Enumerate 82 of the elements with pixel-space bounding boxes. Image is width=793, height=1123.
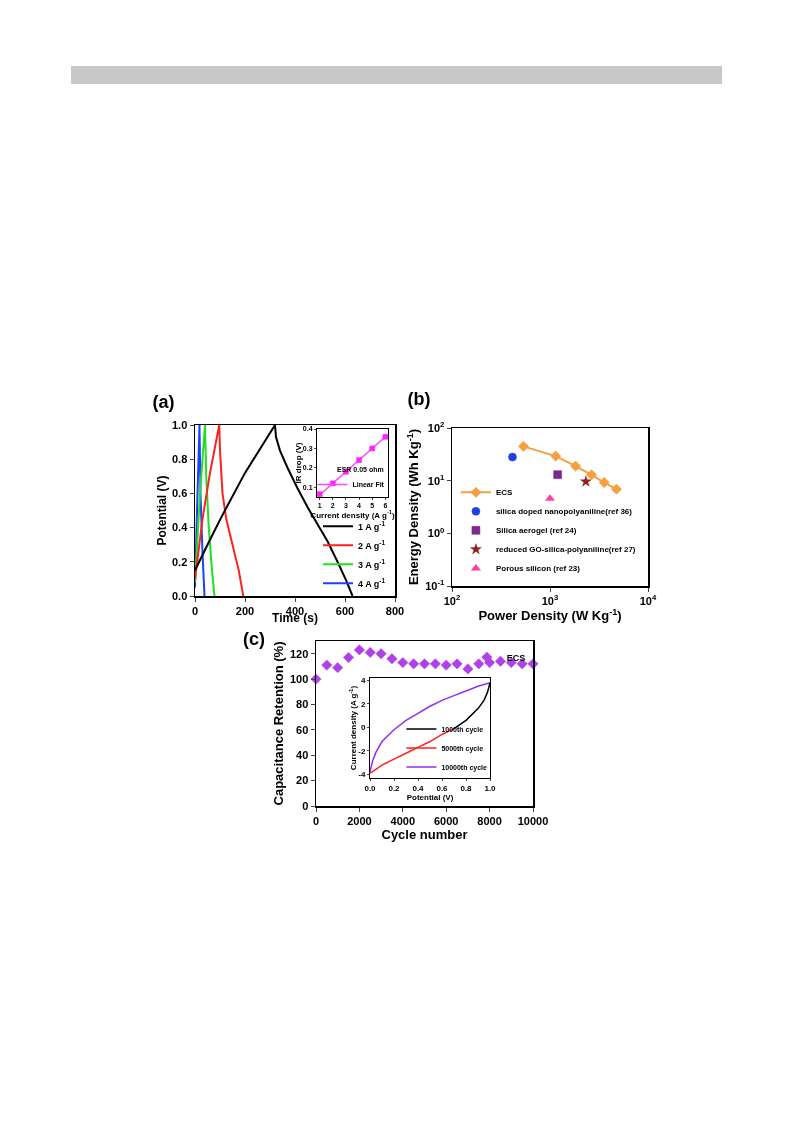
y-axis-title: Potential (V) [154, 475, 169, 546]
x-tick-label: 0.2 [388, 783, 401, 793]
point [343, 652, 354, 663]
y-tick-label: 60 [296, 723, 309, 736]
legend-label: 4 A g$^{-1}$ [358, 576, 386, 589]
chart-title: (c) [243, 628, 266, 649]
x-tick-label: 10$^{3}$ [541, 593, 559, 607]
legend-label: silica doped nanopolyaniline(ref 36) [495, 507, 633, 517]
y-tick-label: 0.6 [172, 487, 188, 500]
x-tick-label: 800 [385, 604, 405, 617]
y-tick-label: 40 [296, 749, 309, 762]
x-tick-label: 2000 [347, 814, 372, 827]
chart-title: (b) [407, 388, 431, 409]
y-tick-label: 4 [360, 676, 366, 686]
x-tick-label: 0 [191, 604, 199, 617]
legend-label: ECS [506, 652, 526, 663]
x-tick-label: 8000 [477, 814, 502, 827]
point [356, 457, 362, 463]
point [316, 491, 323, 497]
x-axis-title: Potential (V) [406, 792, 454, 802]
y-tick-label: 80 [296, 698, 309, 711]
point [495, 655, 506, 667]
y-tick-label: 20 [296, 774, 309, 787]
x-tick-label: 4000 [390, 814, 416, 827]
legend-label: reduced GO-silica-polyaniline(ref 27) [495, 545, 636, 555]
point [408, 658, 420, 670]
y-tick-label: 10$^{1}$ [427, 472, 446, 487]
y-tick-label: 10$^{0}$ [427, 525, 445, 540]
x-tick-label: 6000 [433, 814, 459, 827]
y-axis-title: Capacitance Retention (%) [271, 641, 287, 806]
y-tick-label: 2 [360, 699, 366, 709]
point [429, 658, 441, 670]
point [353, 644, 365, 656]
y-tick-label: -2 [358, 746, 366, 756]
x-axis-title: Cycle number [381, 826, 468, 842]
y-tick-label: 120 [289, 647, 309, 660]
legend-label: ECS [495, 488, 514, 498]
point [382, 434, 389, 440]
point [451, 658, 463, 670]
point [484, 657, 496, 669]
y-tick-label: 0 [360, 723, 366, 733]
point [375, 648, 387, 660]
line-series [195, 425, 206, 596]
point [310, 673, 322, 685]
point [321, 659, 333, 671]
y-tick-label: 100 [289, 672, 309, 685]
legend-label: Silica aerogel (ref 24) [495, 526, 577, 536]
point [440, 659, 452, 671]
x-tick-label: 0.4 [412, 783, 425, 793]
x-tick-label: 10$^{4}$ [639, 593, 657, 607]
chart-title: (a) [152, 391, 175, 412]
line-series [195, 425, 245, 596]
x-axis-title: Power Density (W Kg$^{-1}$) [478, 606, 622, 624]
point [364, 646, 376, 658]
x-tick-label: 200 [235, 604, 255, 617]
y-tick-label: 0.2 [172, 555, 188, 568]
x-tick-label: 10$^{2}$ [443, 593, 461, 607]
legend-label: Porous silicon (ref 23) [495, 564, 581, 574]
point [397, 657, 409, 669]
y-tick-label: 1.0 [172, 418, 188, 431]
point [462, 663, 474, 675]
legend-label: 1 A g$^{-1}$ [358, 519, 386, 532]
legend-label: 2 A g$^{-1}$ [358, 538, 386, 551]
point [386, 653, 398, 665]
point [369, 445, 375, 452]
y-tick-label: 10$^{2}$ [427, 420, 445, 434]
y-axis-title: IR drop (V) [293, 442, 303, 484]
legend-label: 3 A g$^{-1}$ [358, 557, 386, 570]
x-tick-label: 1.0 [484, 783, 497, 793]
x-tick-label: 10000 [517, 814, 549, 827]
point [473, 658, 485, 670]
x-tick-label: 600 [335, 604, 355, 617]
y-tick-label: 0 [302, 799, 309, 812]
y-tick-label: 0.4 [172, 521, 189, 534]
line-series [195, 425, 216, 596]
y-tick-label: -4 [358, 770, 366, 780]
x-tick-label: 0.8 [460, 783, 473, 793]
y-tick-label: 10$^{-1}$ [425, 578, 446, 592]
point [419, 658, 430, 670]
point [332, 662, 344, 674]
y-tick-label: 0.8 [172, 453, 188, 466]
line-series [370, 681, 490, 773]
